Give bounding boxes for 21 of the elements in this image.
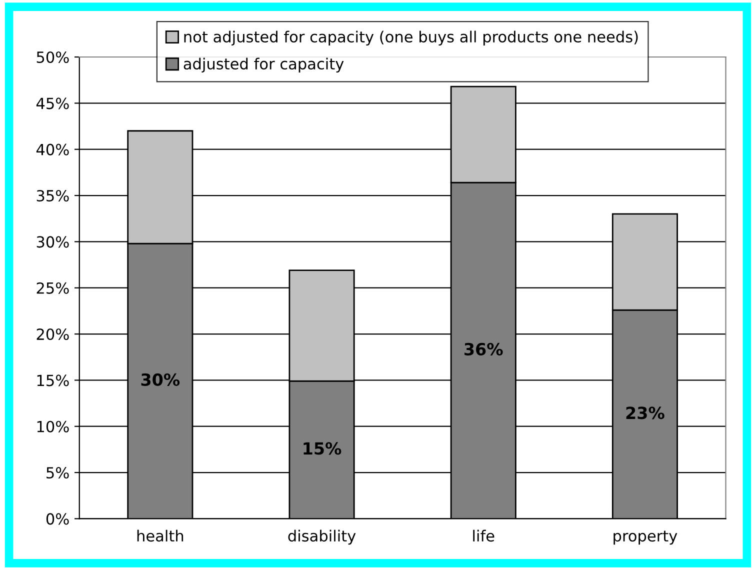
y-tick-label: 20% [36, 328, 69, 340]
x-tick-label: disability [288, 530, 356, 545]
y-tick-label: 10% [37, 420, 69, 432]
x-tick-label: life [473, 530, 494, 542]
data-label: 30% [141, 373, 180, 386]
data-label: 15% [304, 442, 342, 455]
x-tick-label: health [137, 530, 184, 542]
legend-label: adjusted for capacity [184, 58, 344, 73]
legend-label: not adjusted for capacity (one buys all products one needs) [184, 30, 638, 46]
y-tick-label: 40% [36, 144, 69, 156]
y-tick-label: 45% [36, 98, 69, 110]
y-tick-label: 50% [36, 51, 69, 64]
y-tick-label: 25% [36, 282, 69, 294]
y-tick-label: 30% [36, 236, 69, 248]
x-tick-label: property [614, 530, 678, 545]
y-tick-label: 5% [46, 466, 69, 479]
data-label: 23% [626, 406, 664, 420]
y-tick-label: 15% [37, 374, 69, 386]
data-label: 36% [464, 342, 503, 356]
y-tick-label: 0% [46, 513, 69, 525]
y-tick-label: 35% [36, 190, 69, 202]
